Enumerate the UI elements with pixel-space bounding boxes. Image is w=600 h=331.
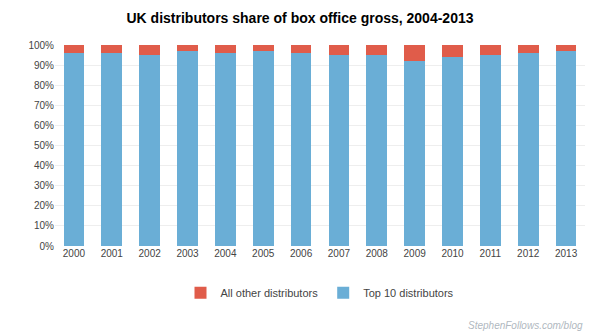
svg-text:30%: 30%: [34, 180, 54, 191]
svg-text:2005: 2005: [252, 248, 275, 259]
svg-text:2000: 2000: [63, 248, 86, 259]
svg-text:StephenFollows.com/blog: StephenFollows.com/blog: [468, 320, 583, 331]
svg-text:2003: 2003: [176, 248, 199, 259]
svg-text:2008: 2008: [366, 248, 389, 259]
svg-text:UK distributors share of box o: UK distributors share of box office gros…: [127, 10, 474, 26]
svg-text:20%: 20%: [34, 200, 54, 211]
svg-text:100%: 100%: [28, 40, 54, 51]
svg-text:2011: 2011: [480, 248, 502, 259]
svg-text:50%: 50%: [34, 140, 54, 151]
svg-text:0%: 0%: [40, 241, 55, 252]
svg-text:90%: 90%: [34, 60, 54, 71]
svg-text:All other distributors: All other distributors: [221, 287, 319, 299]
svg-text:2010: 2010: [441, 248, 464, 259]
svg-text:2002: 2002: [139, 248, 162, 259]
svg-text:Top 10 distributors: Top 10 distributors: [363, 287, 453, 299]
svg-text:2004: 2004: [214, 248, 237, 259]
svg-text:70%: 70%: [34, 100, 54, 111]
svg-text:80%: 80%: [34, 80, 54, 91]
svg-text:2007: 2007: [328, 248, 351, 259]
svg-text:2012: 2012: [517, 248, 540, 259]
svg-text:60%: 60%: [34, 120, 54, 131]
svg-text:40%: 40%: [34, 160, 54, 171]
svg-text:2001: 2001: [101, 248, 124, 259]
svg-text:2009: 2009: [404, 248, 427, 259]
svg-text:2006: 2006: [290, 248, 313, 259]
svg-text:2013: 2013: [555, 248, 578, 259]
svg-text:10%: 10%: [34, 220, 54, 231]
